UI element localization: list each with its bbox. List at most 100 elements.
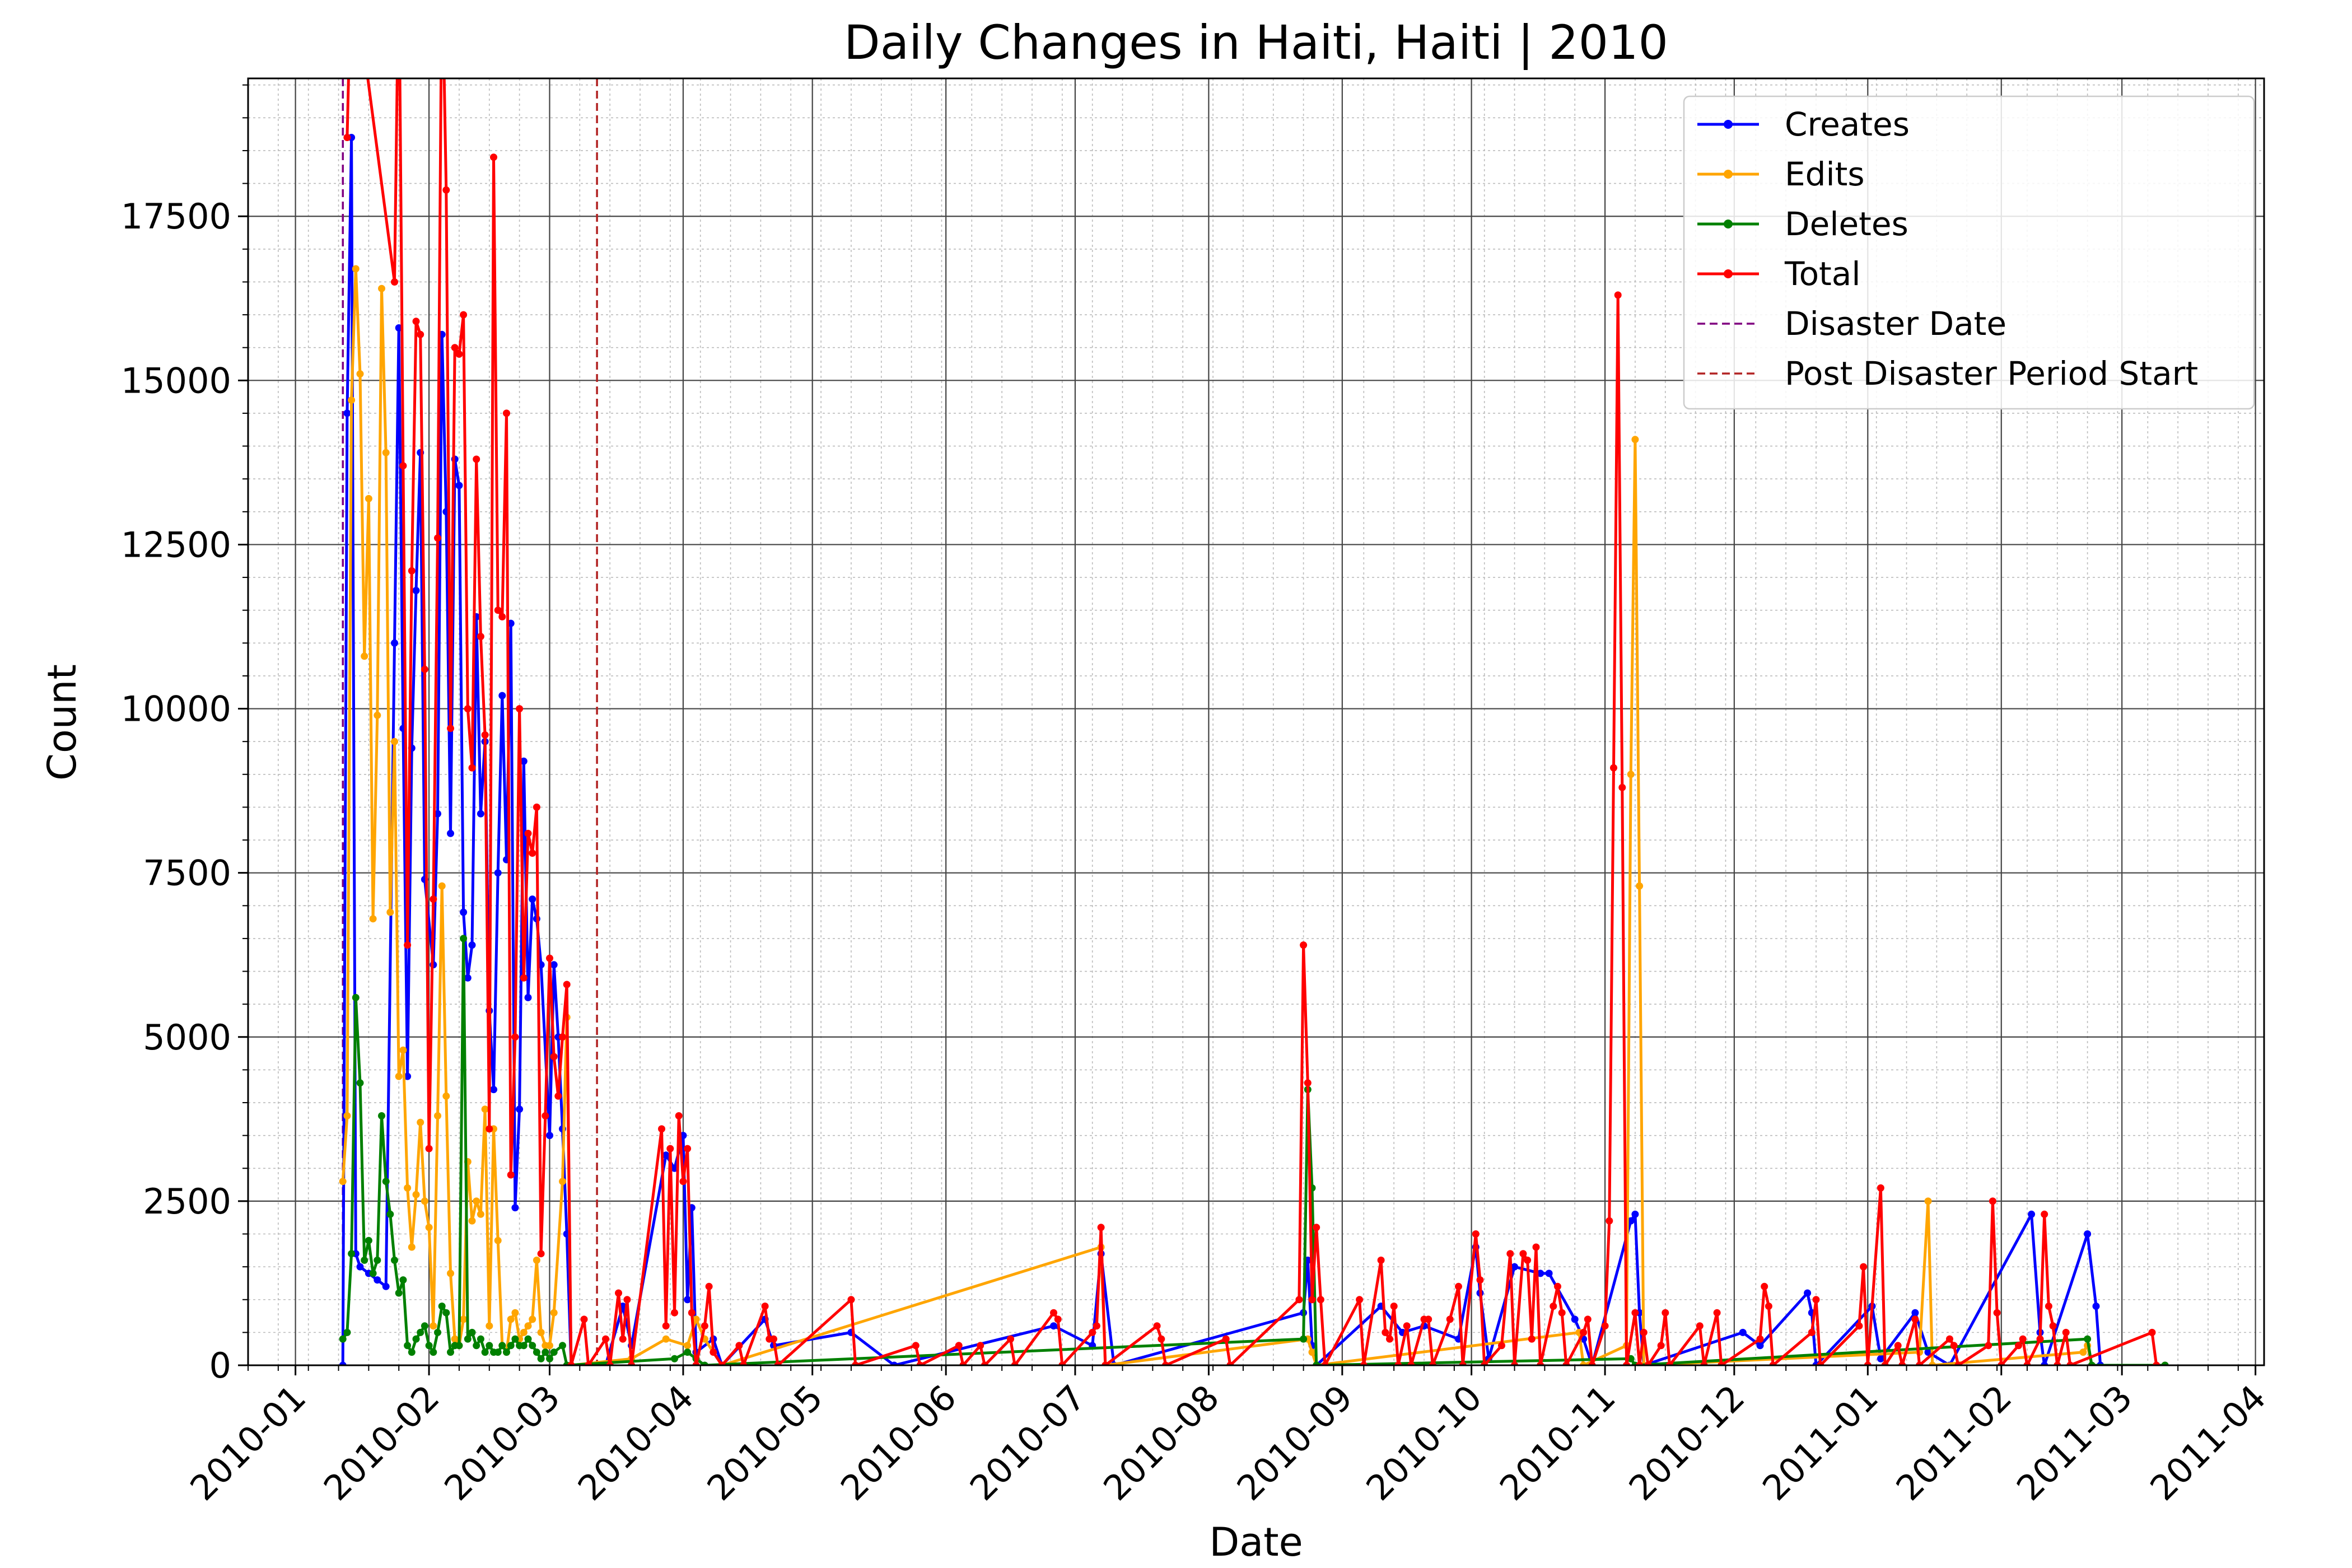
data-point-total: [542, 1112, 549, 1119]
data-point-total: [658, 1125, 665, 1133]
data-point-total: [1295, 1296, 1303, 1304]
data-point-deletes: [378, 1112, 385, 1119]
legend-item-creates: Creates: [1697, 105, 1910, 143]
data-point-edits: [343, 1112, 351, 1119]
data-point-total: [1756, 1335, 1764, 1343]
data-point-total: [761, 1303, 769, 1310]
data-point-total: [1894, 1342, 1902, 1350]
data-point-total: [1580, 1328, 1588, 1336]
data-point-total: [959, 1361, 967, 1365]
data-point-total: [1765, 1303, 1772, 1310]
data-point-edits: [1580, 1361, 1588, 1365]
data-point-total: [1446, 1315, 1454, 1323]
data-point-total: [1425, 1315, 1432, 1323]
data-point-deletes: [399, 1276, 407, 1284]
legend-label-disaster-date: Disaster Date: [1785, 305, 2006, 343]
data-point-edits: [399, 1046, 407, 1054]
data-point-total: [1308, 1296, 1316, 1304]
data-point-deletes: [356, 1079, 364, 1087]
data-point-deletes: [494, 1348, 502, 1356]
data-point-edits: [382, 449, 390, 456]
data-point-creates: [529, 895, 536, 903]
data-point-total: [955, 1342, 963, 1350]
data-point-deletes: [550, 1348, 558, 1356]
y-tick-label: 12500: [121, 524, 231, 565]
data-point-deletes: [460, 935, 468, 942]
data-point-total: [1898, 1361, 1906, 1365]
data-point-total: [533, 803, 540, 811]
data-point-deletes: [1300, 1335, 1308, 1343]
data-point-edits: [438, 882, 446, 890]
data-point-total: [1407, 1361, 1415, 1365]
data-point-total: [692, 1361, 700, 1365]
legend-box: [1683, 95, 2255, 410]
data-point-total: [1532, 1243, 1540, 1251]
data-point-edits: [1924, 1197, 1932, 1205]
data-point-deletes: [421, 1322, 428, 1330]
data-point-total: [1601, 1322, 1609, 1330]
data-point-total: [1640, 1328, 1648, 1336]
legend-item-total: Total: [1697, 255, 1860, 293]
data-point-deletes: [537, 1355, 545, 1362]
data-point-edits: [356, 370, 364, 378]
data-point-deletes: [430, 1348, 437, 1356]
data-point-total: [1993, 1309, 2001, 1317]
data-point-edits: [408, 1243, 416, 1251]
data-point-total: [1700, 1361, 1708, 1365]
data-point-creates: [890, 1361, 898, 1365]
data-point-total: [1562, 1361, 1570, 1365]
data-point-deletes: [417, 1328, 424, 1336]
data-point-deletes: [529, 1342, 536, 1350]
data-point-creates: [546, 1132, 553, 1140]
data-point-total: [718, 1361, 726, 1365]
data-point-total: [477, 633, 484, 641]
data-point-edits: [533, 1256, 540, 1264]
data-point-creates: [516, 1105, 524, 1113]
data-point-edits: [692, 1315, 700, 1323]
data-point-creates: [447, 829, 454, 837]
data-point-edits: [546, 1342, 553, 1350]
data-point-total: [503, 409, 510, 417]
data-point-total: [1989, 1197, 1996, 1205]
data-point-total: [1097, 1224, 1105, 1231]
data-point-total: [1808, 1328, 1816, 1336]
data-point-deletes: [391, 1256, 398, 1264]
legend-item-post-disaster-period-start: Post Disaster Period Start: [1697, 354, 2198, 393]
data-point-total: [1558, 1309, 1566, 1317]
data-point-edits: [477, 1210, 484, 1218]
data-point-total: [679, 1178, 687, 1186]
data-point-total: [1998, 1361, 2005, 1365]
data-point-total: [1481, 1361, 1488, 1365]
data-point-total: [1455, 1282, 1462, 1290]
data-point-total: [1511, 1361, 1518, 1365]
y-tick-label: 10000: [121, 689, 231, 730]
data-point-creates: [1739, 1328, 1747, 1336]
data-point-total: [1058, 1361, 1066, 1365]
series-line-total: [346, 78, 2158, 1365]
data-point-total: [1153, 1322, 1161, 1330]
data-point-total: [1644, 1361, 1652, 1365]
data-point-total: [710, 1348, 717, 1356]
data-point-total: [473, 455, 480, 463]
data-point-edits: [365, 494, 372, 502]
data-point-total: [1877, 1184, 1884, 1192]
data-point-total: [507, 1171, 515, 1179]
data-point-edits: [391, 738, 398, 745]
data-point-creates: [2092, 1303, 2100, 1310]
data-point-deletes: [468, 1328, 476, 1336]
data-point-deletes: [447, 1348, 454, 1356]
data-point-total: [2036, 1335, 2044, 1343]
data-point-total: [977, 1342, 984, 1350]
data-point-deletes: [352, 993, 360, 1001]
series-deletes: [339, 935, 2169, 1365]
data-point-creates: [374, 1276, 381, 1284]
legend-item-deletes: Deletes: [1697, 205, 1908, 243]
plot-frame: [247, 77, 2265, 1366]
data-point-total: [2062, 1328, 2070, 1336]
data-point-total: [1860, 1263, 1868, 1271]
data-point-creates: [2084, 1230, 2092, 1238]
data-point-edits: [524, 1322, 532, 1330]
data-point-edits: [425, 1224, 433, 1231]
data-point-edits: [369, 915, 377, 923]
data-point-total: [524, 829, 532, 837]
